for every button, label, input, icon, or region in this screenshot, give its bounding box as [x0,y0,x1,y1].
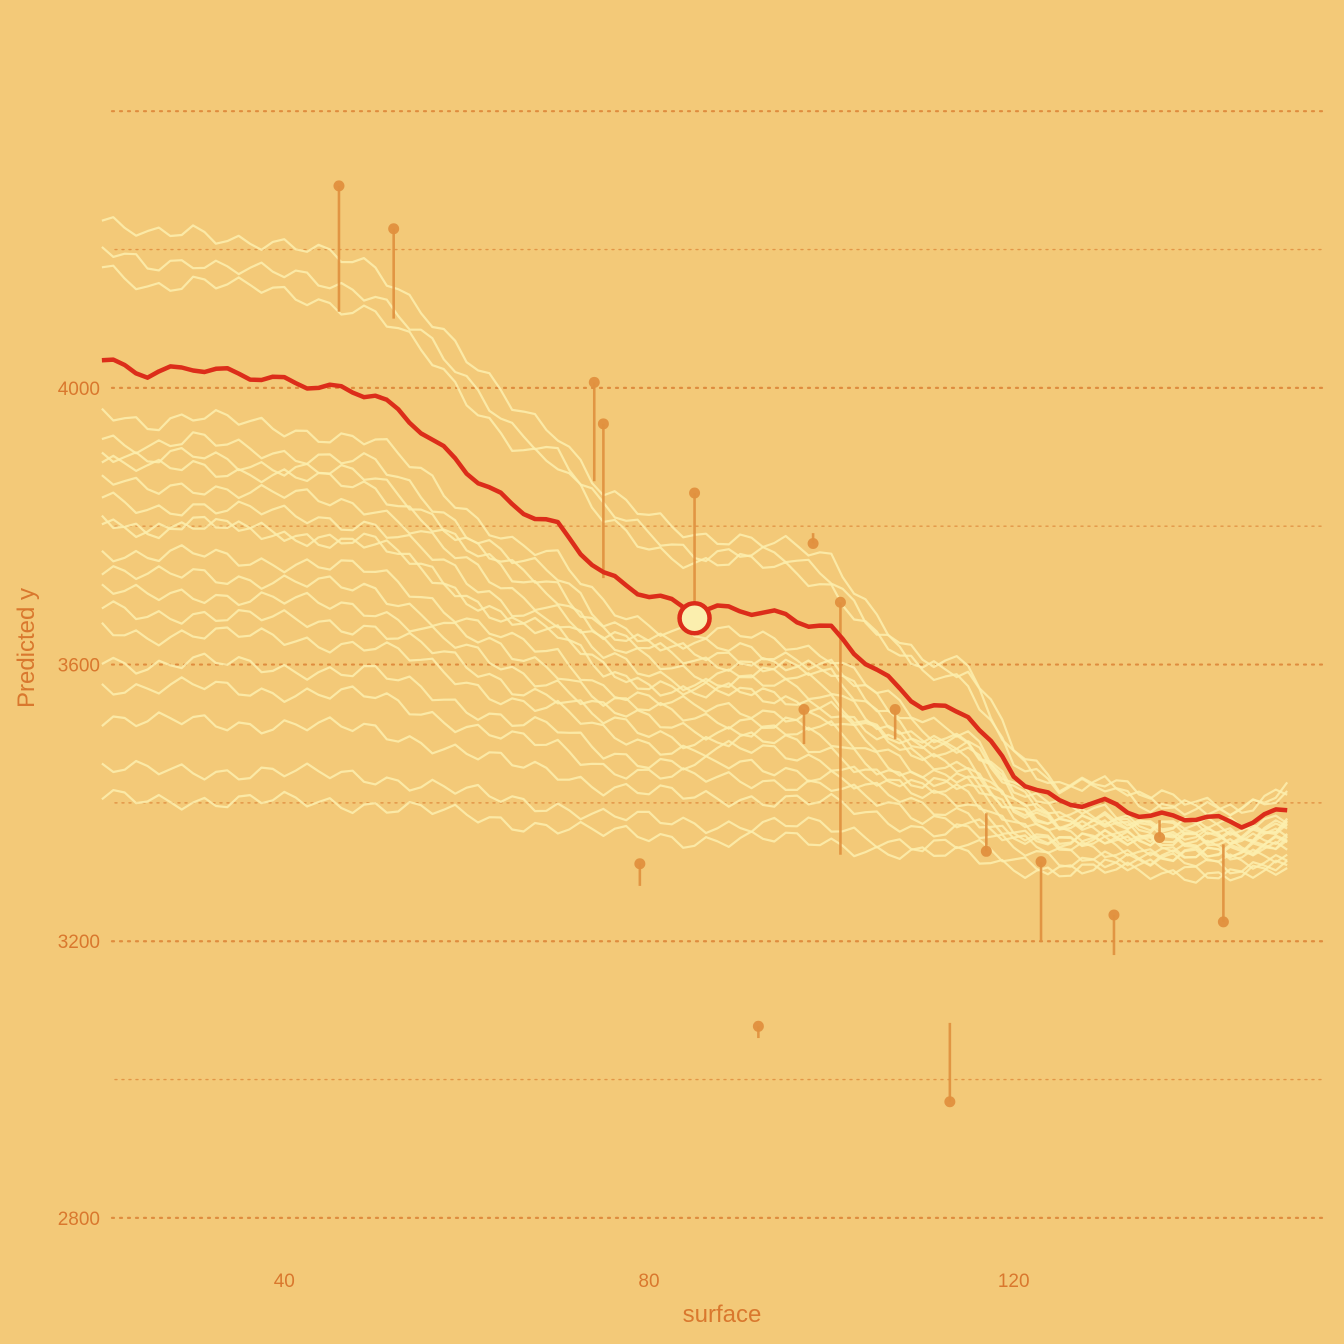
highlight-point [677,600,712,636]
ice-line [101,407,1288,833]
y-axis-title: Predicted y [13,588,40,708]
observed-point [752,1020,764,1032]
y-tick-label: 3600 [58,656,100,677]
observed-point [689,487,701,499]
observed-point [889,704,901,716]
residual-segments [333,180,1229,1108]
ice-line [101,600,1288,859]
ice-line [101,491,1288,846]
observed-point [1217,916,1229,928]
x-axis-title: surface [683,1301,762,1328]
observed-point [980,845,992,857]
x-tick-label: 80 [638,1271,659,1292]
observed-point [807,537,819,549]
observed-point [944,1096,956,1108]
observed-point [597,418,609,430]
ice-line [101,515,1288,847]
ice-line [101,652,1288,867]
observed-point [634,858,646,870]
x-tick-labels: 40 80 120 [274,1271,1030,1292]
observed-point [1108,909,1120,921]
y-tick-label: 4000 [58,379,100,400]
x-tick-label: 120 [998,1271,1030,1292]
observed-point [834,596,846,608]
y-tick-label: 2800 [58,1209,100,1230]
observed-point [588,376,600,388]
y-tick-label: 3200 [58,932,100,953]
observed-point [388,223,400,235]
observed-point [1035,856,1047,868]
ice-line [101,788,1288,884]
observed-point [1154,831,1166,843]
observed-point [333,180,345,192]
ice-line [101,544,1288,855]
x-tick-label: 40 [274,1271,295,1292]
ice-line [101,759,1288,880]
ice-line [101,431,1288,836]
observed-point [798,704,810,716]
ice-line [101,514,1288,847]
ice-line [101,474,1288,845]
ice-line [101,583,1288,858]
highlight-series [101,357,1288,830]
ice-line [101,711,1288,875]
y-tick-labels: 2800 3200 3600 4000 [58,379,100,1230]
